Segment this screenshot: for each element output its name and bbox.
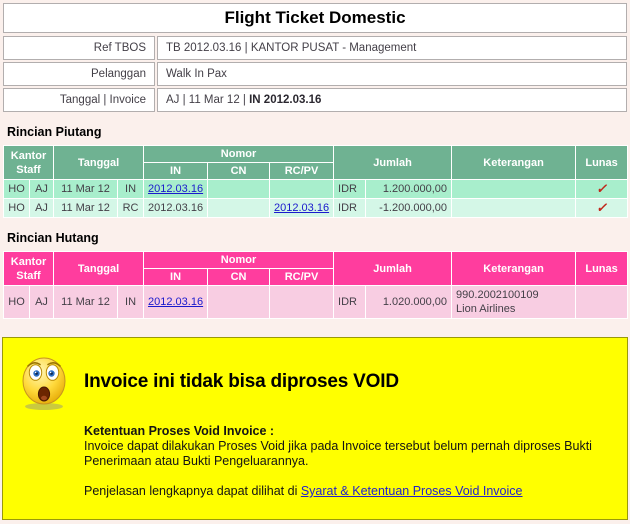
col-header-lunas: Lunas [575,145,629,180]
col-header-keterangan: Keterangan [451,145,577,180]
col-header-keterangan: Keterangan [451,251,577,286]
col-header-cn: CN [207,162,271,180]
cell-cn-number [207,198,271,218]
piutang-table-row: HO AJ 11 Mar 12 IN 2012.03.16 IDR 1.200.… [3,179,629,199]
cell-in-number: 2012.03.16 [143,179,209,199]
piutang-table-row: HO AJ 11 Mar 12 RC 2012.03.16 2012.03.16… [3,198,629,218]
col-header-kantor-staff: Kantor Staff [2,145,55,180]
info-row-ref-tbos: Ref TBOS TB 2012.03.16 | KANTOR PUSAT - … [3,36,627,60]
cell-tanggal: 11 Mar 12 [53,198,119,218]
info-value-tanggal-invoice: AJ | 11 Mar 12 | IN 2012.03.16 [157,88,627,112]
cell-keterangan [451,198,577,218]
cell-cn-number [207,179,271,199]
lunas-check-icon: ✓ [575,198,629,218]
cell-jumlah: -1.200.000,00 [365,198,453,218]
col-header-tanggal: Tanggal [53,251,145,286]
cell-rcpv-number [269,179,335,199]
col-header-cn: CN [207,268,271,286]
col-header-nomor: Nomor [143,145,335,163]
cell-staff: AJ [28,179,55,199]
cell-currency: IDR [333,179,367,199]
info-label-ref-tbos: Ref TBOS [3,36,155,60]
col-header-nomor: Nomor [143,251,335,269]
cell-keterangan [451,179,577,199]
cell-tanggal: 11 Mar 12 [53,285,119,319]
keterangan-airline: Lion Airlines [456,303,516,315]
terms-body: Invoice dapat dilakukan Proses Void jika… [84,439,592,468]
info-row-tanggal-invoice: Tanggal | Invoice AJ | 11 Mar 12 | IN 20… [3,88,627,112]
cell-rcpv-number [269,285,335,319]
cell-kantor: HO [3,179,30,199]
col-header-rcpv: RC/PV [269,268,335,286]
cell-tipe: RC [117,198,145,218]
cell-tipe: IN [117,179,145,199]
cell-kantor: HO [3,198,30,218]
hutang-table: Kantor Staff Tanggal Nomor Jumlah Ketera… [2,251,629,319]
page-title: Flight Ticket Domestic [3,3,627,33]
receipt-number-link[interactable]: 2012.03.16 [274,202,330,214]
cell-cn-number [207,285,271,319]
cell-currency: IDR [333,285,367,319]
col-header-rcpv: RC/PV [269,162,335,180]
section-title-hutang: Rincian Hutang [7,231,99,245]
invoice-number-bold: IN 2012.03.16 [249,94,322,106]
cell-tanggal: 11 Mar 12 [53,179,119,199]
section-title-piutang: Rincian Piutang [7,125,102,139]
col-header-tanggal: Tanggal [53,145,145,180]
cell-staff: AJ [28,285,55,319]
more-info-line: Penjelasan lengkapnya dapat dilihat di S… [84,484,624,499]
info-label-tanggal-invoice: Tanggal | Invoice [3,88,155,112]
cell-jumlah: 1.200.000,00 [365,179,453,199]
piutang-table: Kantor Staff Tanggal Nomor Jumlah Ketera… [2,145,629,218]
col-header-lunas: Lunas [575,251,629,286]
cell-in-number: 2012.03.16 [143,285,209,319]
info-value-ref-tbos: TB 2012.03.16 | KANTOR PUSAT - Managemen… [157,36,627,60]
info-row-pelanggan: Pelanggan Walk In Pax [3,62,627,86]
invoice-date-prefix: AJ | 11 Mar 12 | [166,94,250,106]
invoice-number-link[interactable]: 2012.03.16 [148,183,204,195]
more-info-prefix: Penjelasan lengkapnya dapat dilihat di [84,484,301,498]
col-header-in: IN [143,268,209,286]
notice-icon-column [3,338,84,519]
void-terms-link[interactable]: Syarat & Ketentuan Proses Void Invoice [300,484,523,498]
hutang-table-row: HO AJ 11 Mar 12 IN 2012.03.16 IDR 1.020.… [3,285,629,319]
cell-jumlah: 1.020.000,00 [365,285,453,319]
cell-kantor: HO [3,285,30,319]
col-header-jumlah: Jumlah [333,145,453,180]
info-value-pelanggan: Walk In Pax [157,62,627,86]
cell-currency: IDR [333,198,367,218]
notice-heading: Invoice ini tidak bisa diproses VOID [84,371,399,392]
cell-keterangan: 990.2002100109 Lion Airlines [451,285,577,319]
void-notice-panel: Invoice ini tidak bisa diproses VOID Ket… [2,337,628,520]
terms-title: Ketentuan Proses Void Invoice : [84,424,275,438]
cell-in-number: 2012.03.16 [143,198,209,218]
lunas-cell [575,285,629,319]
keterangan-ref: 990.2002100109 [456,289,539,301]
invoice-number-link[interactable]: 2012.03.16 [148,296,204,308]
void-terms-block: Ketentuan Proses Void Invoice : Invoice … [84,424,624,499]
col-header-in: IN [143,162,209,180]
invoice-page: Flight Ticket Domestic Ref TBOS TB 2012.… [0,3,630,524]
cell-staff: AJ [28,198,55,218]
lunas-check-icon: ✓ [575,179,629,199]
cell-tipe: IN [117,285,145,319]
col-header-jumlah: Jumlah [333,251,453,286]
cell-rcpv-number: 2012.03.16 [269,198,335,218]
col-header-kantor-staff: Kantor Staff [2,251,55,286]
surprised-emoticon-icon [22,357,66,410]
notice-text-column: Invoice ini tidak bisa diproses VOID Ket… [84,338,627,519]
info-label-pelanggan: Pelanggan [3,62,155,86]
